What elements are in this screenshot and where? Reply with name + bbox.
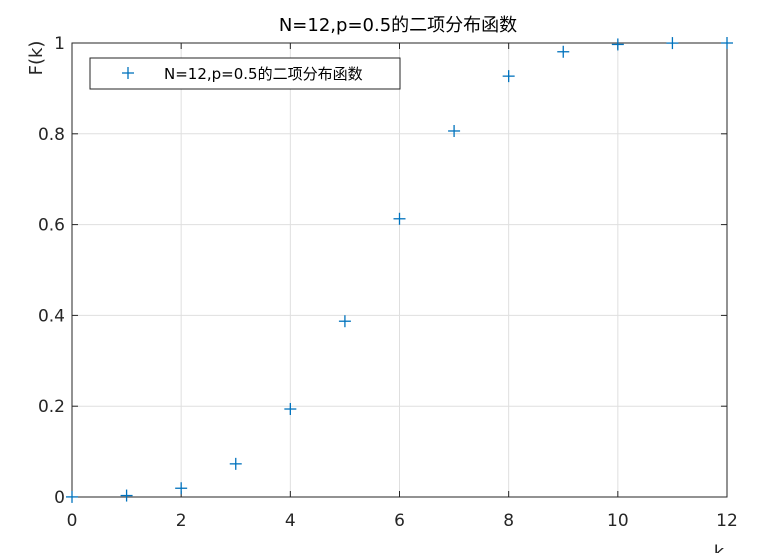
y-tick-label: 0.6 xyxy=(38,216,65,236)
data-point xyxy=(120,489,133,502)
legend-label: N=12,p=0.5的二项分布函数 xyxy=(164,65,363,83)
y-tick-label: 0.4 xyxy=(38,306,65,326)
data-point xyxy=(448,124,461,137)
y-tick-label: 0 xyxy=(54,488,65,508)
y-tick-label: 1 xyxy=(54,34,65,54)
x-axis-label: k xyxy=(714,542,725,553)
chart-title: N=12,p=0.5的二项分布函数 xyxy=(279,15,517,36)
plot-frame xyxy=(71,42,728,498)
data-point xyxy=(611,38,624,51)
x-tick-label: 6 xyxy=(394,511,405,531)
data-point xyxy=(502,70,515,83)
data-point xyxy=(557,45,570,58)
data-points xyxy=(66,37,733,503)
data-point xyxy=(338,315,351,328)
data-point xyxy=(229,457,242,470)
y-axis-label: F(k) xyxy=(26,41,47,76)
x-tick-label: 2 xyxy=(176,511,187,531)
x-tick-label: 10 xyxy=(607,511,629,531)
x-tick-label: 8 xyxy=(503,511,514,531)
grid xyxy=(71,42,728,498)
legend: N=12,p=0.5的二项分布函数 xyxy=(89,57,401,90)
data-point xyxy=(721,37,733,49)
y-tick-labels: 0 0.2 0.4 0.6 0.8 1 xyxy=(38,34,65,508)
x-tick-labels: 0 2 4 6 8 10 12 xyxy=(67,511,738,531)
y-tick-label: 0.8 xyxy=(38,125,65,145)
x-tick-label: 0 xyxy=(67,511,78,531)
x-tick-label: 4 xyxy=(285,511,296,531)
data-point xyxy=(284,403,297,416)
legend-box xyxy=(89,57,401,90)
legend-marker xyxy=(122,67,134,79)
x-tick-label: 12 xyxy=(716,511,738,531)
data-point xyxy=(66,490,78,503)
data-point xyxy=(666,37,679,50)
data-point xyxy=(393,212,406,225)
y-tick-label: 0.2 xyxy=(38,397,65,417)
data-point xyxy=(175,482,188,495)
